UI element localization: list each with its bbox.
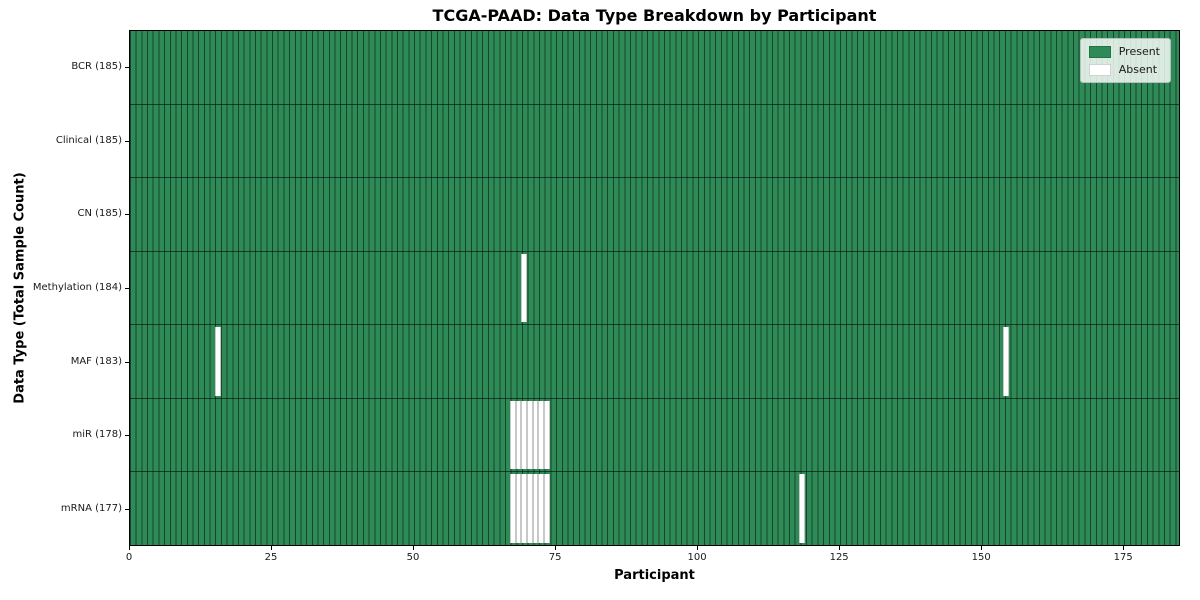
absent-cell <box>543 474 550 544</box>
absent-cell <box>543 400 550 470</box>
y-tick-label: mRNA (177) <box>60 503 122 515</box>
x-tick-label: 150 <box>971 552 991 563</box>
rows-container <box>130 31 1179 546</box>
x-axis-label: Participant <box>614 568 695 583</box>
x-tick-label: 100 <box>687 552 707 563</box>
row-track-Methylation <box>130 251 1179 326</box>
x-tick-mark <box>1123 546 1125 550</box>
absent-cell <box>1003 327 1009 396</box>
y-tick-label: BCR (185) <box>71 60 122 72</box>
row-track-CN <box>130 178 1179 252</box>
chart-title: TCGA-PAAD: Data Type Breakdown by Partic… <box>432 6 877 25</box>
x-tick-mark <box>555 546 557 550</box>
x-tick-label: 50 <box>406 552 420 563</box>
legend-swatch-present <box>1088 45 1111 58</box>
y-tick-mark <box>125 288 129 289</box>
absent-cell <box>799 474 805 544</box>
x-tick-label: 175 <box>1113 552 1133 563</box>
legend-label-absent: Absent <box>1118 63 1158 76</box>
legend-swatch-absent <box>1088 63 1111 76</box>
legend-item-absent: Absent <box>1088 63 1160 76</box>
row-track-miR <box>130 398 1179 473</box>
row-track-Clinical <box>130 104 1179 179</box>
y-tick-mark <box>125 361 129 363</box>
legend: Present Absent <box>1079 38 1171 83</box>
y-tick-mark <box>125 140 129 142</box>
x-tick-mark <box>697 546 699 550</box>
y-tick-label: Methylation (184) <box>32 282 122 293</box>
row-track-BCR <box>130 31 1179 105</box>
absent-cell <box>215 327 221 396</box>
x-tick-mark <box>129 546 130 550</box>
x-tick-mark <box>271 546 273 550</box>
x-tick-label: 125 <box>829 552 849 563</box>
y-tick-mark <box>125 214 129 216</box>
y-tick-label: CN (185) <box>77 208 122 220</box>
legend-item-present: Present <box>1088 45 1160 58</box>
y-tick-mark <box>125 509 129 511</box>
row-track-MAF <box>130 325 1179 399</box>
y-tick-label: Clinical (185) <box>55 134 122 146</box>
x-tick-label: 0 <box>125 552 133 563</box>
y-tick-mark <box>125 435 129 437</box>
legend-label-present: Present <box>1118 45 1160 58</box>
absent-cell <box>521 253 527 323</box>
y-tick-label: MAF (183) <box>70 355 122 367</box>
plot-area: Present Absent <box>129 30 1180 546</box>
y-tick-label: miR (178) <box>72 429 122 441</box>
x-tick-mark <box>839 546 841 550</box>
x-tick-label: 25 <box>264 552 278 563</box>
x-tick-label: 75 <box>548 552 562 563</box>
x-tick-mark <box>981 546 983 550</box>
y-tick-mark <box>125 66 129 68</box>
x-tick-mark <box>413 546 415 550</box>
row-track-mRNA <box>130 472 1179 546</box>
